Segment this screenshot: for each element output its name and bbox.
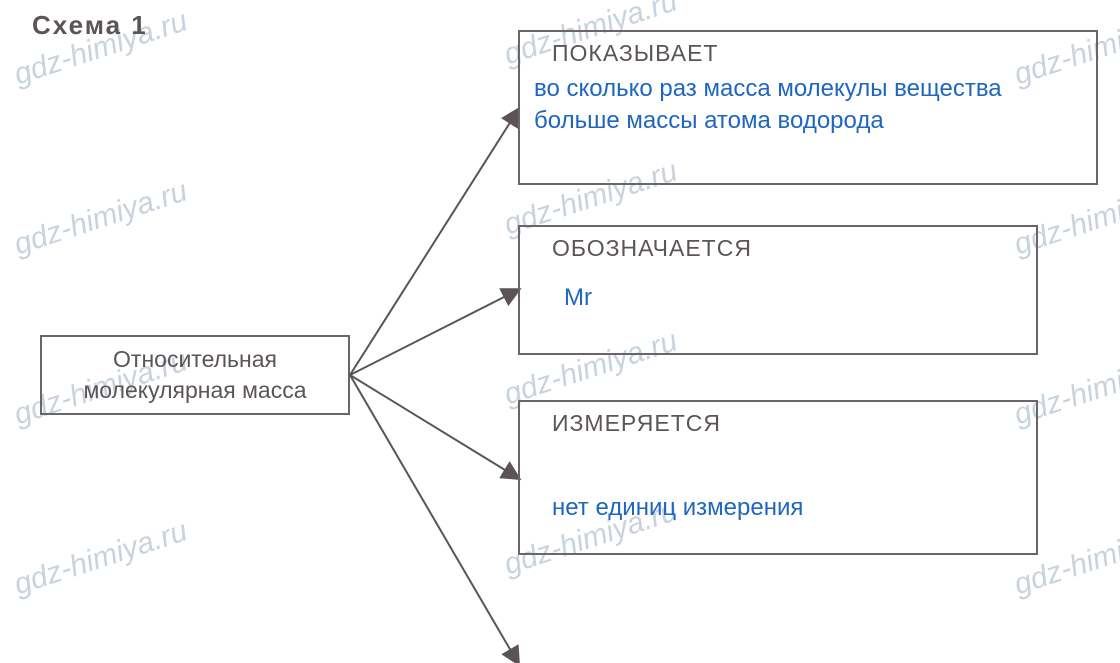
target-heading: ОБОЗНАЧАЕТСЯ xyxy=(552,235,1022,262)
arrow-line xyxy=(350,375,518,663)
source-box: Относительная молекулярная масса xyxy=(40,335,350,415)
target-box-measured: ИЗМЕРЯЕТСЯ нет единиц измерения xyxy=(518,400,1038,555)
arrow-line xyxy=(350,110,518,375)
target-answer: Mr xyxy=(564,282,1022,314)
diagram-title: Схема 1 xyxy=(32,10,148,41)
target-box-shows: ПОКАЗЫВАЕТ во сколько раз масса молекулы … xyxy=(518,30,1098,185)
source-line2: молекулярная масса xyxy=(56,375,334,406)
source-line1: Относительная xyxy=(56,344,334,375)
target-box-denoted: ОБОЗНАЧАЕТСЯ Mr xyxy=(518,225,1038,355)
watermark: gdz-himiya.ru xyxy=(10,174,192,262)
arrow-line xyxy=(350,375,518,478)
target-answer: во сколько раз масса молекулы вещества б… xyxy=(534,73,1082,138)
target-heading: ИЗМЕРЯЕТСЯ xyxy=(552,410,1022,437)
target-heading: ПОКАЗЫВАЕТ xyxy=(552,40,1082,67)
watermark: gdz-himiya.ru xyxy=(10,514,192,602)
arrow-line xyxy=(350,290,518,375)
target-answer: нет единиц измерения xyxy=(552,492,1022,524)
